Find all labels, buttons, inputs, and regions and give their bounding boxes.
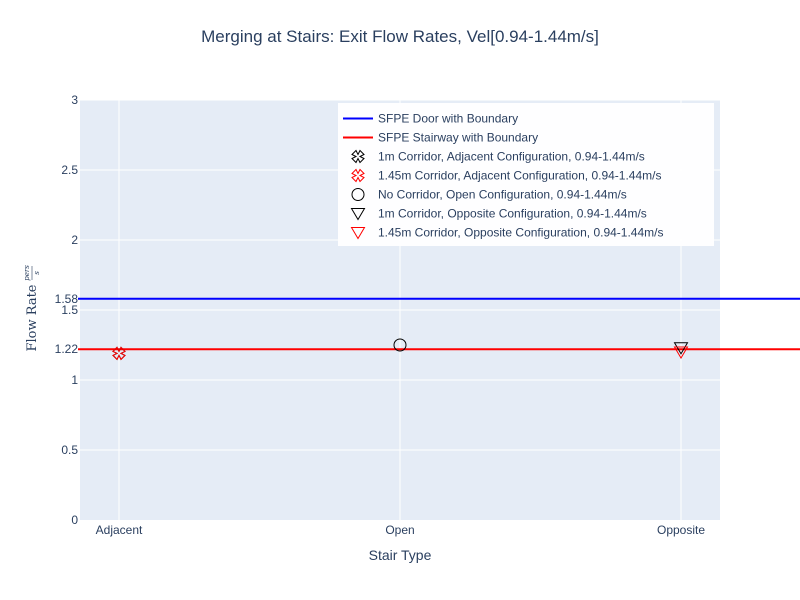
data-point — [673, 342, 689, 355]
y-tick-label: 3 — [71, 93, 78, 107]
legend-label: 1.45m Corridor, Opposite Configuration, … — [378, 226, 663, 240]
x-tick-label: Adjacent — [96, 523, 143, 537]
y-axis-fraction-numerator: pers — [23, 265, 31, 281]
legend-label: 1m Corridor, Opposite Configuration, 0.9… — [378, 207, 647, 221]
reference-lines — [78, 297, 800, 351]
legend-label: 1.45m Corridor, Adjacent Configuration, … — [378, 169, 662, 183]
legend-box — [338, 103, 714, 246]
legend-label: 1m Corridor, Adjacent Configuration, 0.9… — [378, 150, 645, 164]
legend-marker-swatch — [351, 149, 365, 164]
legend-label: SFPE Stairway with Boundary — [378, 131, 538, 145]
legend-marker-swatch — [351, 188, 365, 201]
y-tick-label: 0 — [71, 513, 78, 527]
y-tick-label: 2 — [71, 233, 78, 247]
legend-label: No Corridor, Open Configuration, 0.94-1.… — [378, 188, 627, 202]
y-axis-title: Flow Rate pers s — [23, 265, 41, 352]
y-tick-label: 2.5 — [61, 163, 78, 177]
legend-label: SFPE Door with Boundary — [378, 112, 518, 126]
y-extra-tick-label: 1.22 — [55, 342, 79, 356]
y-extra-tick-label: 1.58 — [55, 292, 79, 306]
legend-marker-swatch — [350, 227, 366, 240]
data-point — [673, 346, 689, 359]
legend: SFPE Door with Boundary SFPE Stairway wit… — [338, 103, 714, 246]
data-point — [393, 338, 407, 352]
data-point — [112, 346, 126, 361]
x-tick-label: Opposite — [657, 523, 705, 537]
legend-marker-swatch — [350, 208, 366, 221]
y-tick-label: 0.5 — [61, 443, 78, 457]
y-tick-label: 1 — [71, 373, 78, 387]
x-axis-title: Stair Type — [369, 547, 432, 563]
y-tick-label: 1.5 — [61, 303, 78, 317]
y-axis-title-text: Flow Rate — [25, 284, 40, 351]
chart-title: Merging at Stairs: Exit Flow Rates, Vel[… — [201, 27, 599, 46]
x-axis-ticks: Adjacent Open Opposite — [96, 523, 706, 537]
y-axis-ticks: 0 0.5 1 1.5 2 2.5 3 1.22 1.58 — [55, 93, 79, 527]
y-axis-fraction-denominator: s — [33, 271, 41, 275]
legend-marker-swatch — [351, 168, 365, 183]
data-points — [112, 338, 689, 361]
x-tick-label: Open — [385, 523, 414, 537]
